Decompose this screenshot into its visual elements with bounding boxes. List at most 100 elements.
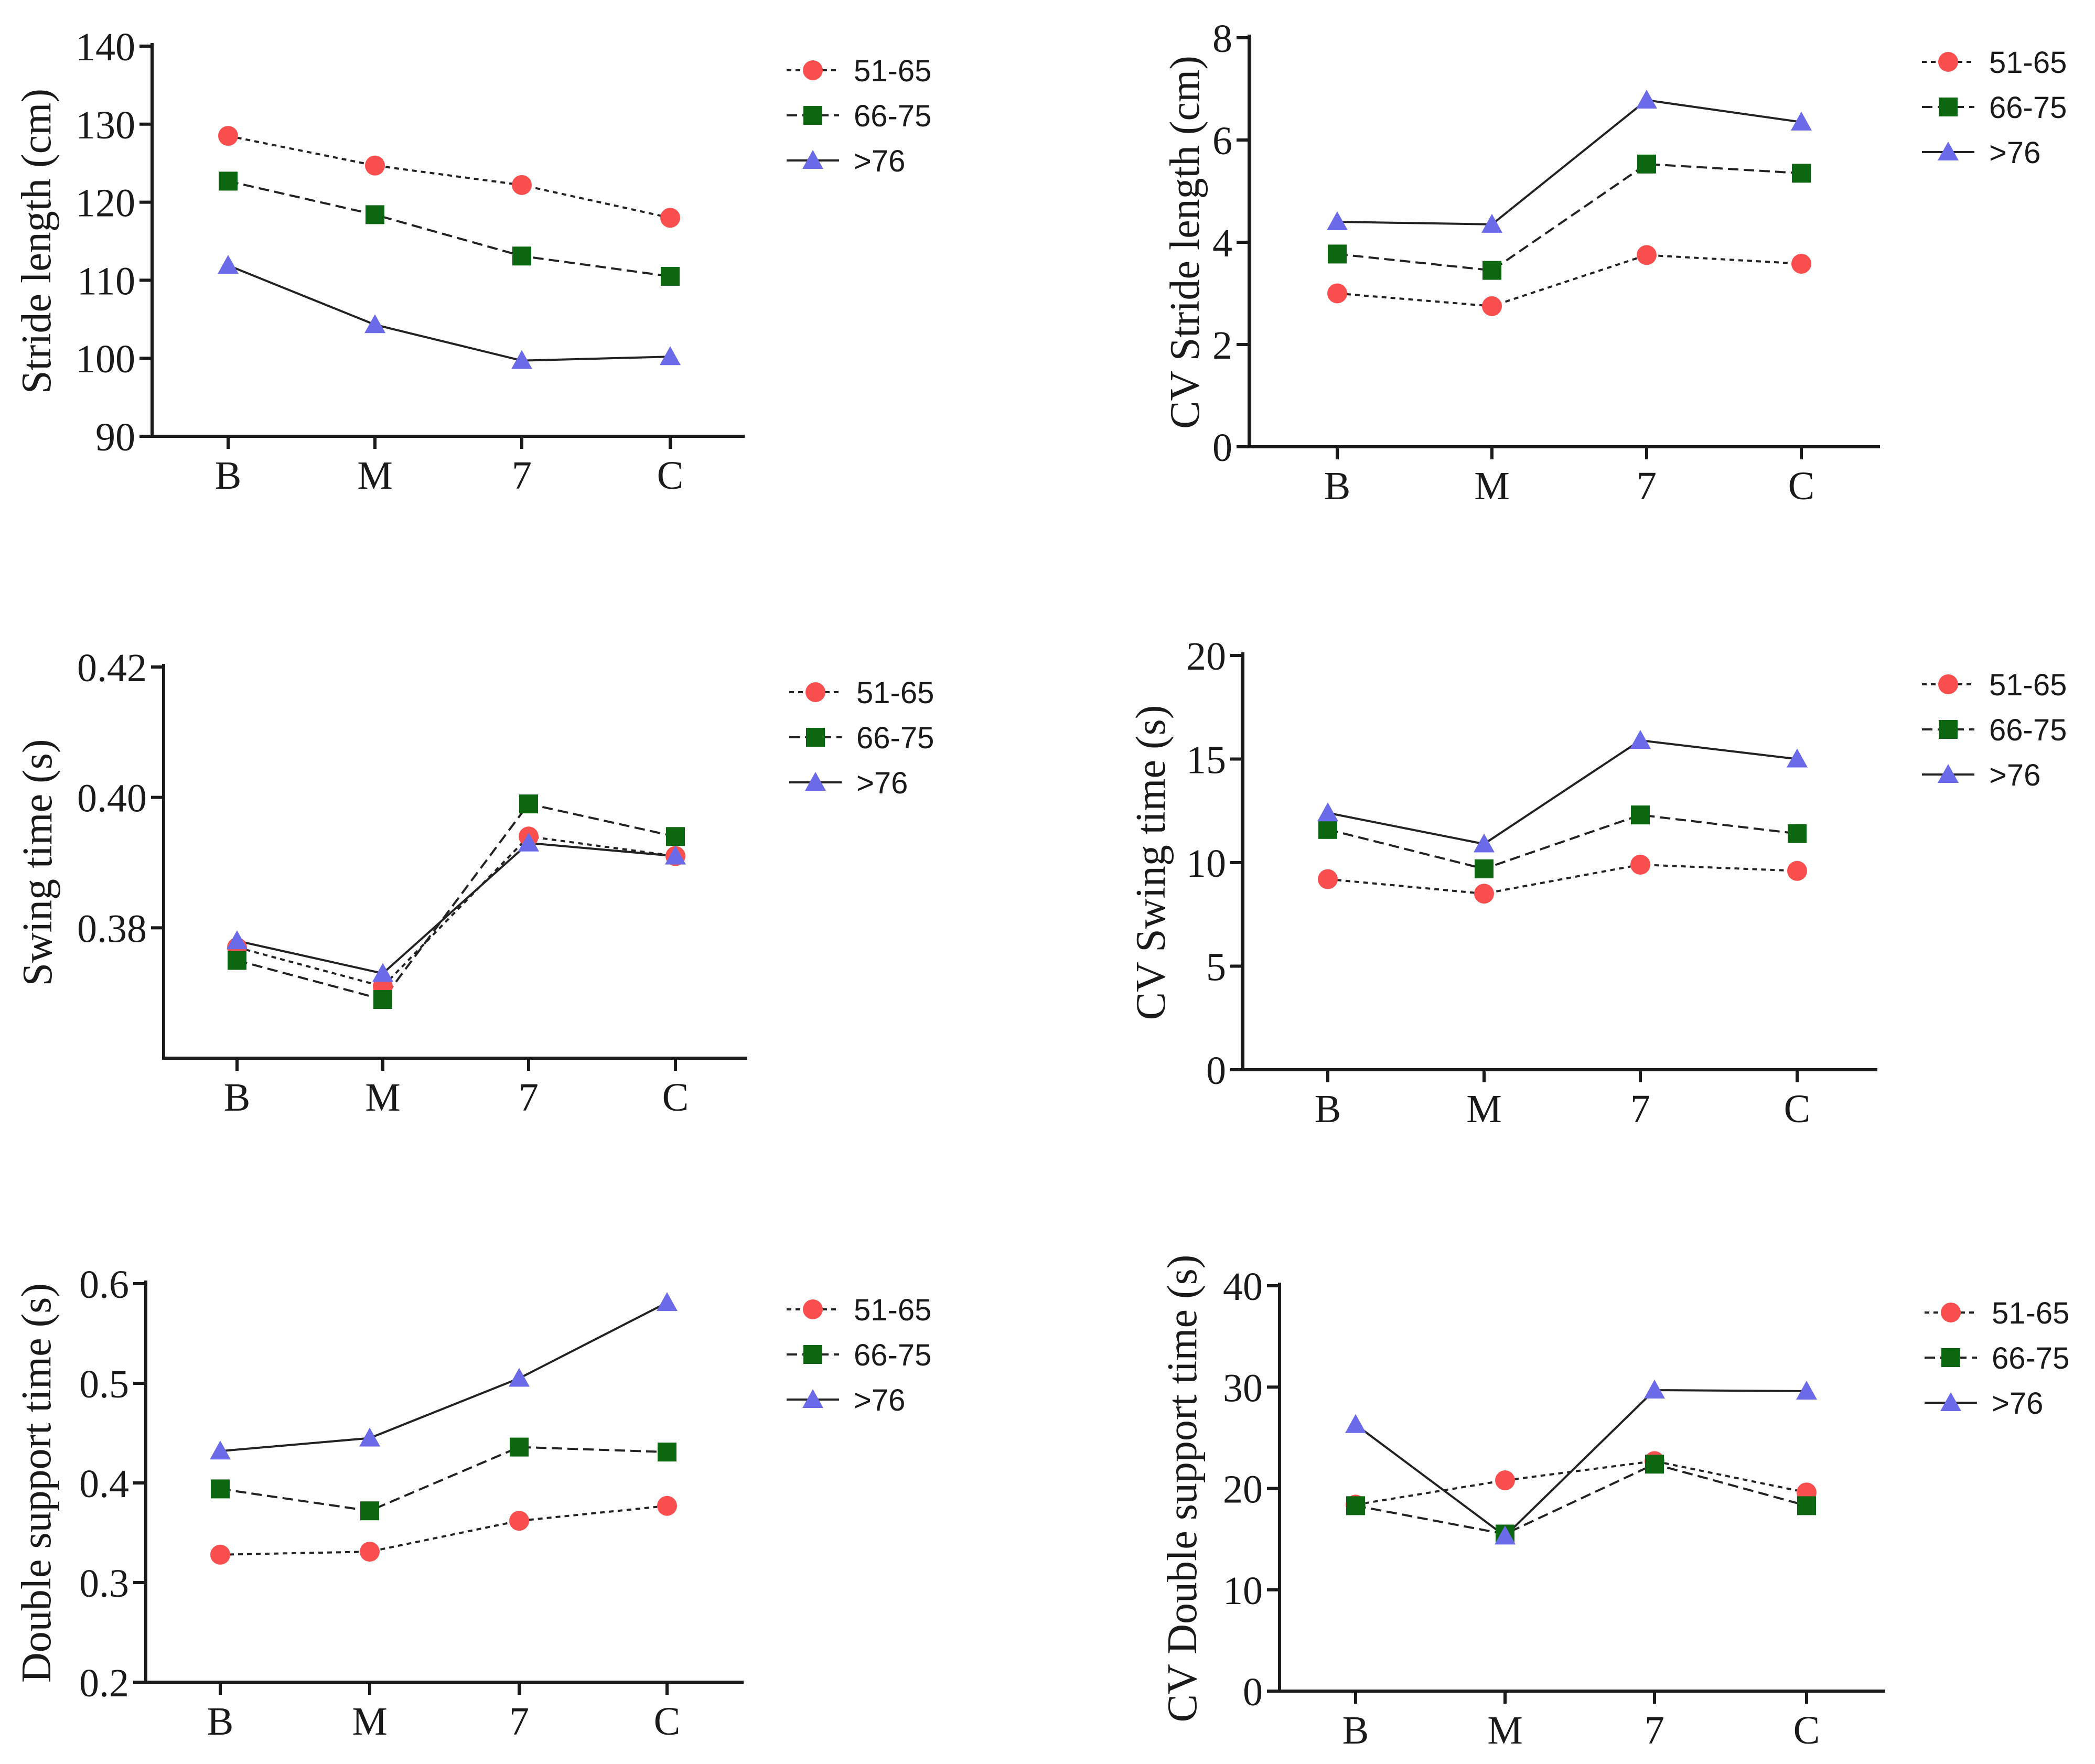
data-point [657,1496,677,1516]
y-tick-label: 0.40 [77,777,147,821]
legend-marker [1938,674,1958,694]
legend: 51-65 66-75 >76 [1922,668,2067,792]
data-point [360,1542,380,1562]
x-tick-label: B [1315,1087,1341,1131]
data-point [1495,1470,1515,1491]
data-point [1645,1455,1664,1474]
data-point [1327,211,1348,230]
x-tick-label: M [352,1700,388,1744]
legend-marker [1938,764,1959,783]
y-tick-label: 100 [76,337,135,381]
series-line-3 [237,842,676,975]
data-point [519,794,538,814]
chart-panel-stride-length: 90 100 110 120 130 140 B M 7 C Stride length (cm) 5… [14,25,931,498]
legend-label: 66-75 [1992,1341,2069,1375]
x-tick-label: M [1474,464,1510,508]
series-line-1 [220,1504,668,1556]
data-point [658,1443,676,1462]
data-point [1345,1414,1366,1433]
data-point [512,246,531,266]
y-tick-label: 0 [1212,426,1232,470]
x-tick-label: B [224,1075,251,1120]
legend-marker [1938,52,1958,72]
y-tick-label: 0.5 [79,1362,129,1406]
legend-label: >76 [1992,1386,2043,1421]
legend: 51-65 66-75 >76 [789,676,934,800]
y-tick-label: 30 [1223,1366,1263,1410]
legend-label: 66-75 [854,99,931,133]
legend: 51-65 66-75 >76 [1922,46,2067,170]
legend-marker [802,150,823,169]
y-axis-label: Swing time (s) [15,739,61,986]
series-line-3 [228,264,671,362]
data-point [1637,245,1657,265]
x-tick-label: C [654,1700,681,1744]
data-point [1630,729,1651,749]
data-point [1346,1496,1365,1515]
x-tick-label: 7 [512,454,532,498]
y-tick-label: 10 [1223,1569,1263,1613]
legend-label: 66-75 [856,721,934,755]
legend-marker [805,682,825,702]
series-line-2 [228,180,671,277]
legend-label: >76 [1989,758,2040,792]
y-axis-label: CV Swing time (s) [1128,705,1174,1020]
data-point [512,175,532,195]
x-tick-label: 7 [1645,1708,1664,1752]
y-tick-label: 8 [1212,17,1232,61]
data-point [360,1501,379,1521]
x-tick-label: C [662,1075,689,1120]
data-point [1328,244,1347,264]
data-point [1495,1525,1516,1545]
y-tick-label: 0.3 [79,1562,129,1606]
series-line-3 [1327,739,1798,845]
data-point [1791,111,1812,131]
data-point [228,951,246,970]
y-tick-label: 0 [1206,1049,1226,1093]
series-line-3 [1337,99,1802,225]
data-point [509,1368,530,1387]
data-point [1631,805,1650,825]
data-point [1318,820,1337,839]
series-line-1 [1355,1460,1807,1506]
x-tick-label: M [357,454,393,498]
x-tick-label: C [657,454,684,498]
y-axis-label: Double support time (s) [14,1283,60,1683]
y-tick-label: 40 [1223,1265,1263,1309]
legend-marker [1941,1303,1961,1322]
data-point [218,255,239,274]
y-tick-label: 0.38 [77,907,147,951]
x-tick-label: M [365,1075,401,1120]
x-tick-label: 7 [1637,464,1657,508]
legend-marker [1941,1348,1960,1367]
series-line-3 [1355,1389,1807,1537]
chart-panel-swing-time: 0.38 0.40 0.42 B M 7 C Swing time (s) 51-65 66-75… [15,646,934,1120]
data-point [1630,854,1650,875]
data-point [1644,1380,1665,1399]
legend-label: 51-65 [854,54,931,88]
series-line-2 [237,802,676,1001]
data-point [666,827,685,846]
data-point [1475,859,1494,878]
y-axis-label: Stride length (cm) [14,89,60,394]
legend-marker [803,1299,823,1319]
chart-panel-cv-stride-length: 0 2 4 6 8 B M 7 C CV Stride length (cm) 51-65 66-75… [1162,17,2067,508]
x-tick-label: 7 [1630,1087,1650,1131]
y-tick-label: 20 [1223,1468,1263,1512]
series-line-1 [228,135,671,219]
data-point [1482,261,1501,280]
data-point [219,171,238,191]
data-point [1791,253,1811,274]
data-point [509,1511,529,1531]
legend-label: 51-65 [856,676,934,710]
chart-panel-cv-double-support-time: 0 10 20 30 40 B M 7 C CV Double support time (s) 5… [1159,1255,2069,1752]
data-point [661,266,680,286]
y-tick-label: 0.42 [77,646,147,690]
y-tick-label: 0.4 [79,1462,129,1506]
data-point [227,930,248,950]
series-line-2 [220,1446,668,1512]
data-point [1474,884,1494,904]
data-point [359,1427,380,1447]
legend-marker [805,772,826,791]
